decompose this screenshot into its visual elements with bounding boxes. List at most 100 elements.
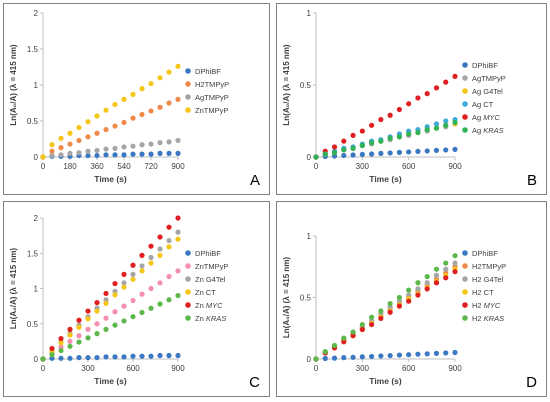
data-point [85,152,91,159]
data-point [175,137,181,144]
legend-marker [462,114,468,120]
data-point [58,347,64,354]
data-point [112,145,118,151]
x-tick-label: 600 [126,364,140,373]
data-point [112,292,118,298]
data-point [433,272,440,278]
data-point [166,273,172,280]
legend-label: ZnTMPyP [195,106,228,115]
legend-marker [185,94,191,100]
legend-marker [185,250,191,256]
data-point [148,141,154,147]
data-point [130,262,136,268]
data-point [452,146,458,152]
data-point [166,69,172,75]
x-tick-label: 900 [171,364,185,373]
data-point [443,260,449,266]
data-point [341,355,347,361]
data-point [130,353,136,359]
y-tick-label: 0 [34,355,39,364]
data-point [121,271,127,277]
chart-svg: 0 0.5 1 1.5 2 0 180 360 540 720 900 Time (s) Ln(A₀/A… [3,3,270,195]
data-point [396,294,402,301]
data-point [157,280,163,286]
chart-svg: 0 0.5 1 0 300 600 900 Time (s) Ln(A₀/A) (λ = 415… [276,3,547,195]
data-point [130,271,136,277]
data-point [313,154,319,160]
data-point [139,291,145,297]
data-point [452,73,458,79]
data-point [76,324,82,330]
data-point [378,150,384,156]
data-point [67,332,73,338]
legend-label: AgTMPyP [472,74,506,83]
y-tick-label: 1 [307,232,312,241]
panel-label: C [249,374,260,391]
data-point [112,101,118,108]
data-point [443,147,449,153]
y-tick-label: 0.5 [300,81,312,90]
x-tick-label: 600 [402,162,416,171]
data-point [103,326,109,332]
data-point [166,237,172,244]
data-point [443,350,449,356]
data-point [369,122,375,128]
legend-label: H2 G4Tel [472,275,504,284]
data-point [112,123,118,129]
legend-marker [462,250,468,256]
legend-label: DPhiBF [472,61,498,70]
data-point [130,91,136,97]
data-point [130,151,136,157]
x-tick-label: 360 [90,162,104,171]
y-axis-label: Ln(A₀/A) (λ = 415 nm) [9,44,18,126]
data-point [139,263,145,269]
x-tick-label: 300 [356,364,370,373]
y-tick-label: 0 [307,153,312,162]
data-point [112,354,118,360]
data-point [350,152,356,158]
data-point [139,309,145,316]
data-point [67,343,73,349]
legend-marker [462,263,468,269]
legend-marker [185,302,191,308]
data-point [341,339,347,345]
data-point [424,127,430,133]
data-point [148,353,154,359]
data-point [406,352,412,358]
data-point [103,315,109,321]
data-point [369,140,375,146]
legend-label: H2 CT [472,288,494,297]
panel-c: 0 0.5 1 1.5 2 0 300 600 900 Time (s) Ln(A₀/A) (λ =… [3,201,270,397]
data-point [139,111,145,118]
data-point [94,300,100,306]
x-axis-label: Time (s) [94,174,127,184]
data-point [452,269,458,275]
data-point [157,75,163,81]
data-point [322,151,328,157]
data-point [378,353,384,359]
legend-marker [185,276,191,282]
data-point [76,333,82,339]
legend-marker [185,68,191,74]
y-tick-label: 1 [34,81,39,90]
data-point [139,268,145,274]
data-point [139,252,145,258]
legend-marker [462,289,468,295]
panel-frame [276,201,547,397]
data-point [157,234,163,240]
data-point [433,125,440,131]
data-point [76,354,82,361]
data-point [406,292,412,298]
panel-label: D [526,374,537,391]
data-point [406,149,412,155]
data-point [341,138,347,144]
data-point [121,144,127,150]
data-point [166,139,172,145]
data-point [387,301,393,307]
data-point [452,119,458,126]
x-axis-label: Time (s) [94,376,127,386]
chart-svg: 0 0.5 1 1.5 2 0 300 600 900 Time (s) Ln(A₀/A) (λ =… [3,201,270,397]
data-point [406,101,412,107]
panel-label: B [527,172,537,189]
